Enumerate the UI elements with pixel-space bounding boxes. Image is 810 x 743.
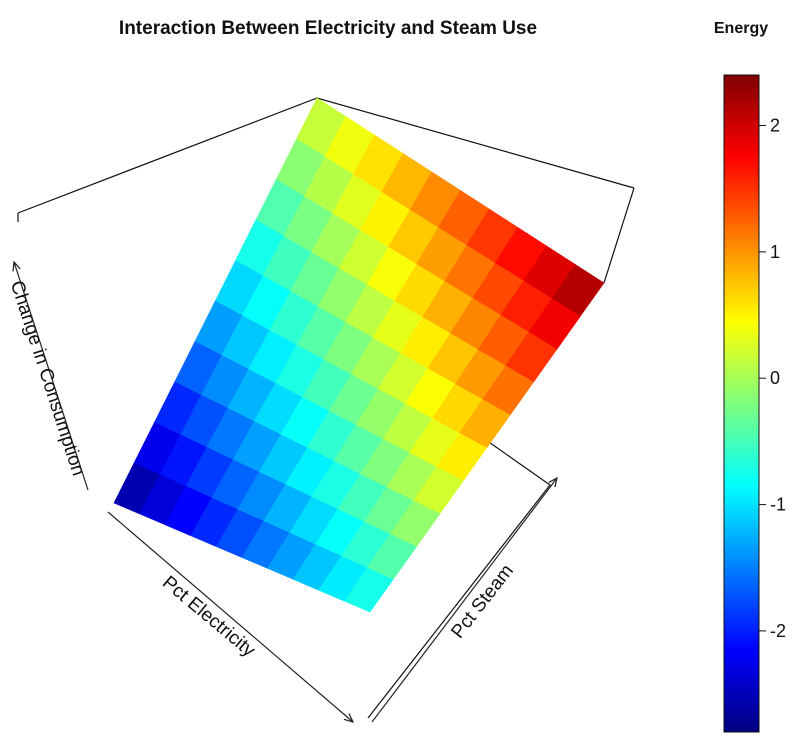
legend-tick-label: 2 <box>770 116 780 136</box>
box-back-right-edge <box>603 187 635 284</box>
color-bar <box>723 74 760 733</box>
x-axis-arrow <box>107 511 353 722</box>
legend-tick-label: 0 <box>770 368 780 388</box>
axes <box>14 262 557 722</box>
z-axis-arrow <box>14 262 89 491</box>
legend-ticks: 2 1 0 -1 -2 <box>759 116 786 641</box>
legend-tick-label: -2 <box>770 621 786 641</box>
legend-title: Energy <box>714 20 768 37</box>
legend-tick-label: 1 <box>770 242 780 262</box>
z-axis-label: Change in Consumption <box>6 278 89 478</box>
surface <box>113 97 605 613</box>
legend-tick-label: -1 <box>770 495 786 515</box>
y-axis-arrow <box>371 478 557 723</box>
x-axis-label: Pct Electricity <box>158 572 259 662</box>
surface-cell <box>551 264 605 317</box>
y-axis-label: Pct Steam <box>447 561 518 643</box>
color-legend: Energy 2 1 0 -1 -2 <box>714 20 786 733</box>
chart-title: Interaction Between Electricity and Stea… <box>119 18 537 39</box>
